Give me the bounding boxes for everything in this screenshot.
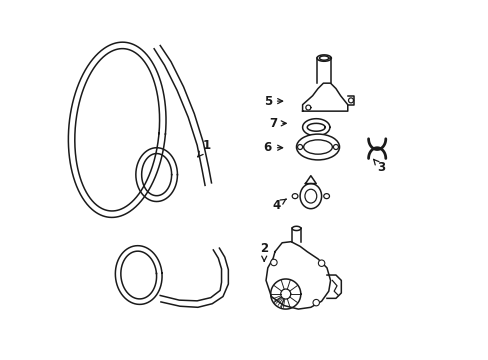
Text: 7: 7 [268,117,285,130]
Ellipse shape [296,134,339,160]
Ellipse shape [303,140,332,154]
Text: 5: 5 [263,95,282,108]
Text: 1: 1 [198,139,210,157]
Text: 3: 3 [373,159,384,174]
Circle shape [312,300,319,306]
Ellipse shape [292,194,297,199]
Circle shape [318,260,324,266]
Text: 4: 4 [272,199,285,212]
Text: 6: 6 [263,141,282,154]
Circle shape [270,259,277,266]
Circle shape [297,144,302,149]
Ellipse shape [323,194,329,199]
Ellipse shape [300,184,321,209]
Ellipse shape [305,189,316,203]
Circle shape [333,144,338,149]
Text: 2: 2 [260,242,268,261]
